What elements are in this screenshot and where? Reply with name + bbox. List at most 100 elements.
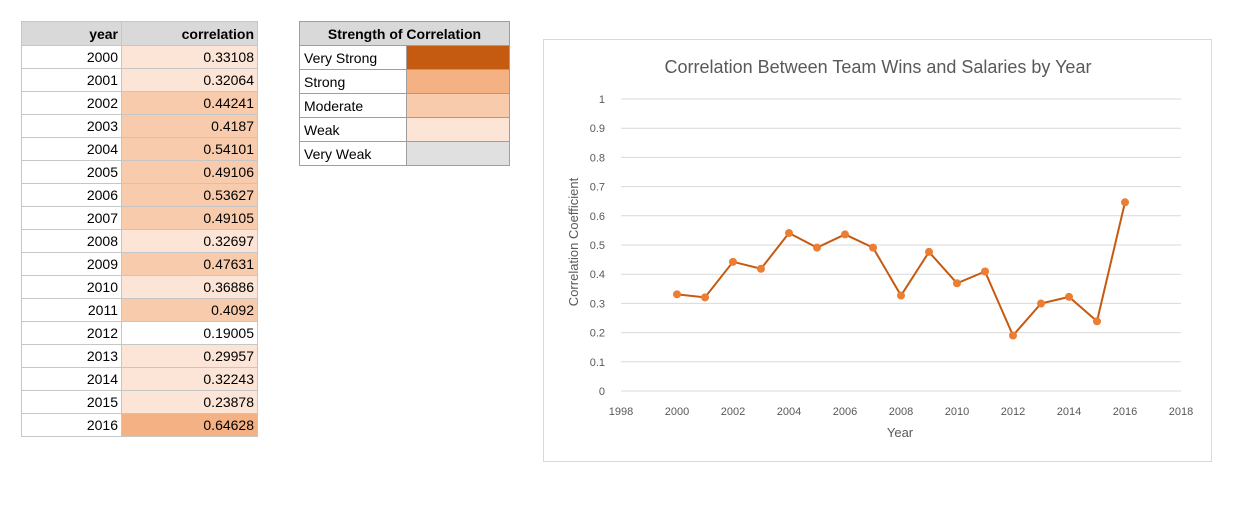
y-tick-label: 0.8 [590, 152, 605, 164]
y-tick-label: 1 [599, 94, 605, 106]
x-tick-label: 2004 [777, 406, 801, 418]
data-point[interactable] [729, 257, 737, 266]
year-cell[interactable]: 2013 [21, 344, 122, 368]
legend-swatch[interactable] [406, 141, 510, 166]
x-tick-label: 2000 [665, 406, 689, 418]
year-cell[interactable]: 2011 [21, 298, 122, 322]
data-point[interactable] [785, 229, 793, 238]
legend-row: Moderate [299, 93, 510, 118]
correlation-cell[interactable]: 0.29957 [121, 344, 258, 368]
year-cell[interactable]: 2015 [21, 390, 122, 414]
y-tick-label: 0.4 [590, 269, 605, 281]
year-cell[interactable]: 2002 [21, 91, 122, 115]
correlation-cell[interactable]: 0.49105 [121, 206, 258, 230]
y-tick-label: 0.9 [590, 123, 605, 135]
legend-swatch[interactable] [406, 69, 510, 94]
y-tick-label: 0 [599, 386, 605, 398]
year-cell[interactable]: 2000 [21, 45, 122, 69]
correlation-cell[interactable]: 0.32697 [121, 229, 258, 253]
data-point[interactable] [1009, 331, 1017, 340]
y-tick-label: 0.1 [590, 357, 605, 369]
correlation-cell[interactable]: 0.32064 [121, 68, 258, 92]
data-point[interactable] [869, 243, 877, 252]
table-row: 2005 0.49106 [21, 160, 258, 184]
correlation-cell[interactable]: 0.19005 [121, 321, 258, 345]
data-point[interactable] [1093, 317, 1101, 326]
correlation-cell[interactable]: 0.49106 [121, 160, 258, 184]
legend-row: Very Weak [299, 141, 510, 166]
table-row: 2006 0.53627 [21, 183, 258, 207]
y-tick-label: 0.3 [590, 298, 605, 310]
year-cell[interactable]: 2010 [21, 275, 122, 299]
year-column-header[interactable]: year [21, 21, 122, 46]
series-line [676, 202, 1126, 338]
legend-label[interactable]: Weak [299, 117, 407, 142]
data-point[interactable] [981, 267, 989, 276]
table-row: 2016 0.64628 [21, 413, 258, 437]
correlation-cell[interactable]: 0.32243 [121, 367, 258, 391]
data-point[interactable] [673, 290, 681, 299]
data-point[interactable] [1065, 292, 1073, 301]
data-point[interactable] [841, 230, 849, 239]
data-point[interactable] [925, 247, 933, 256]
correlation-cell[interactable]: 0.33108 [121, 45, 258, 69]
legend-row: Weak [299, 117, 510, 142]
legend-swatch[interactable] [406, 93, 510, 118]
correlation-cell[interactable]: 0.36886 [121, 275, 258, 299]
chart-area[interactable]: Correlation Between Team Wins and Salari… [543, 39, 1212, 462]
year-cell[interactable]: 2016 [21, 413, 122, 437]
year-cell[interactable]: 2012 [21, 321, 122, 345]
y-tick-label: 0.5 [590, 240, 605, 252]
legend-row: Strong [299, 69, 510, 94]
legend-label[interactable]: Moderate [299, 93, 407, 118]
legend-swatch[interactable] [406, 117, 510, 142]
year-cell[interactable]: 2001 [21, 68, 122, 92]
data-point[interactable] [953, 279, 961, 288]
table-row: 2008 0.32697 [21, 229, 258, 253]
table-row: 2004 0.54101 [21, 137, 258, 161]
year-cell[interactable]: 2009 [21, 252, 122, 276]
chart-title: Correlation Between Team Wins and Salari… [665, 57, 1092, 77]
data-point[interactable] [1037, 299, 1045, 308]
year-cell[interactable]: 2007 [21, 206, 122, 230]
x-tick-label: 1998 [609, 406, 633, 418]
year-cell[interactable]: 2006 [21, 183, 122, 207]
legend-label[interactable]: Very Strong [299, 45, 407, 70]
correlation-column-header[interactable]: correlation [121, 21, 258, 46]
table-row: 2003 0.4187 [21, 114, 258, 138]
table-row: 2013 0.29957 [21, 344, 258, 368]
data-point[interactable] [757, 264, 765, 273]
correlation-cell[interactable]: 0.4187 [121, 114, 258, 138]
correlation-cell[interactable]: 0.54101 [121, 137, 258, 161]
legend-label[interactable]: Very Weak [299, 141, 407, 166]
x-axis-label: Year [887, 425, 914, 440]
correlation-cell[interactable]: 0.47631 [121, 252, 258, 276]
x-tick-label: 2018 [1169, 406, 1193, 418]
legend-swatch[interactable] [406, 45, 510, 70]
table-row: 2001 0.32064 [21, 68, 258, 92]
correlation-cell[interactable]: 0.44241 [121, 91, 258, 115]
legend-label[interactable]: Strong [299, 69, 407, 94]
year-cell[interactable]: 2008 [21, 229, 122, 253]
legend-title[interactable]: Strength of Correlation [299, 21, 510, 46]
data-point[interactable] [1121, 198, 1129, 207]
correlation-cell[interactable]: 0.4092 [121, 298, 258, 322]
data-point[interactable] [897, 291, 905, 300]
correlation-table: year correlation 2000 0.33108 2001 0.32064 2… [21, 21, 258, 437]
year-cell[interactable]: 2004 [21, 137, 122, 161]
correlation-cell[interactable]: 0.64628 [121, 413, 258, 437]
x-tick-label: 2002 [721, 406, 745, 418]
x-tick-label: 2016 [1113, 406, 1137, 418]
data-point[interactable] [813, 243, 821, 252]
strength-legend-table: Strength of Correlation Very Strong Stron… [299, 21, 510, 166]
correlation-cell[interactable]: 0.23878 [121, 390, 258, 414]
year-cell[interactable]: 2014 [21, 367, 122, 391]
x-tick-label: 2008 [889, 406, 913, 418]
x-axis-ticks: 1998 2000 2002 2004 2006 2008 2010 2012 2014 2016… [609, 406, 1193, 418]
year-cell[interactable]: 2003 [21, 114, 122, 138]
year-cell[interactable]: 2005 [21, 160, 122, 184]
table-row: 2000 0.33108 [21, 45, 258, 69]
correlation-cell[interactable]: 0.53627 [121, 183, 258, 207]
data-point[interactable] [701, 293, 709, 302]
x-tick-label: 2010 [945, 406, 969, 418]
